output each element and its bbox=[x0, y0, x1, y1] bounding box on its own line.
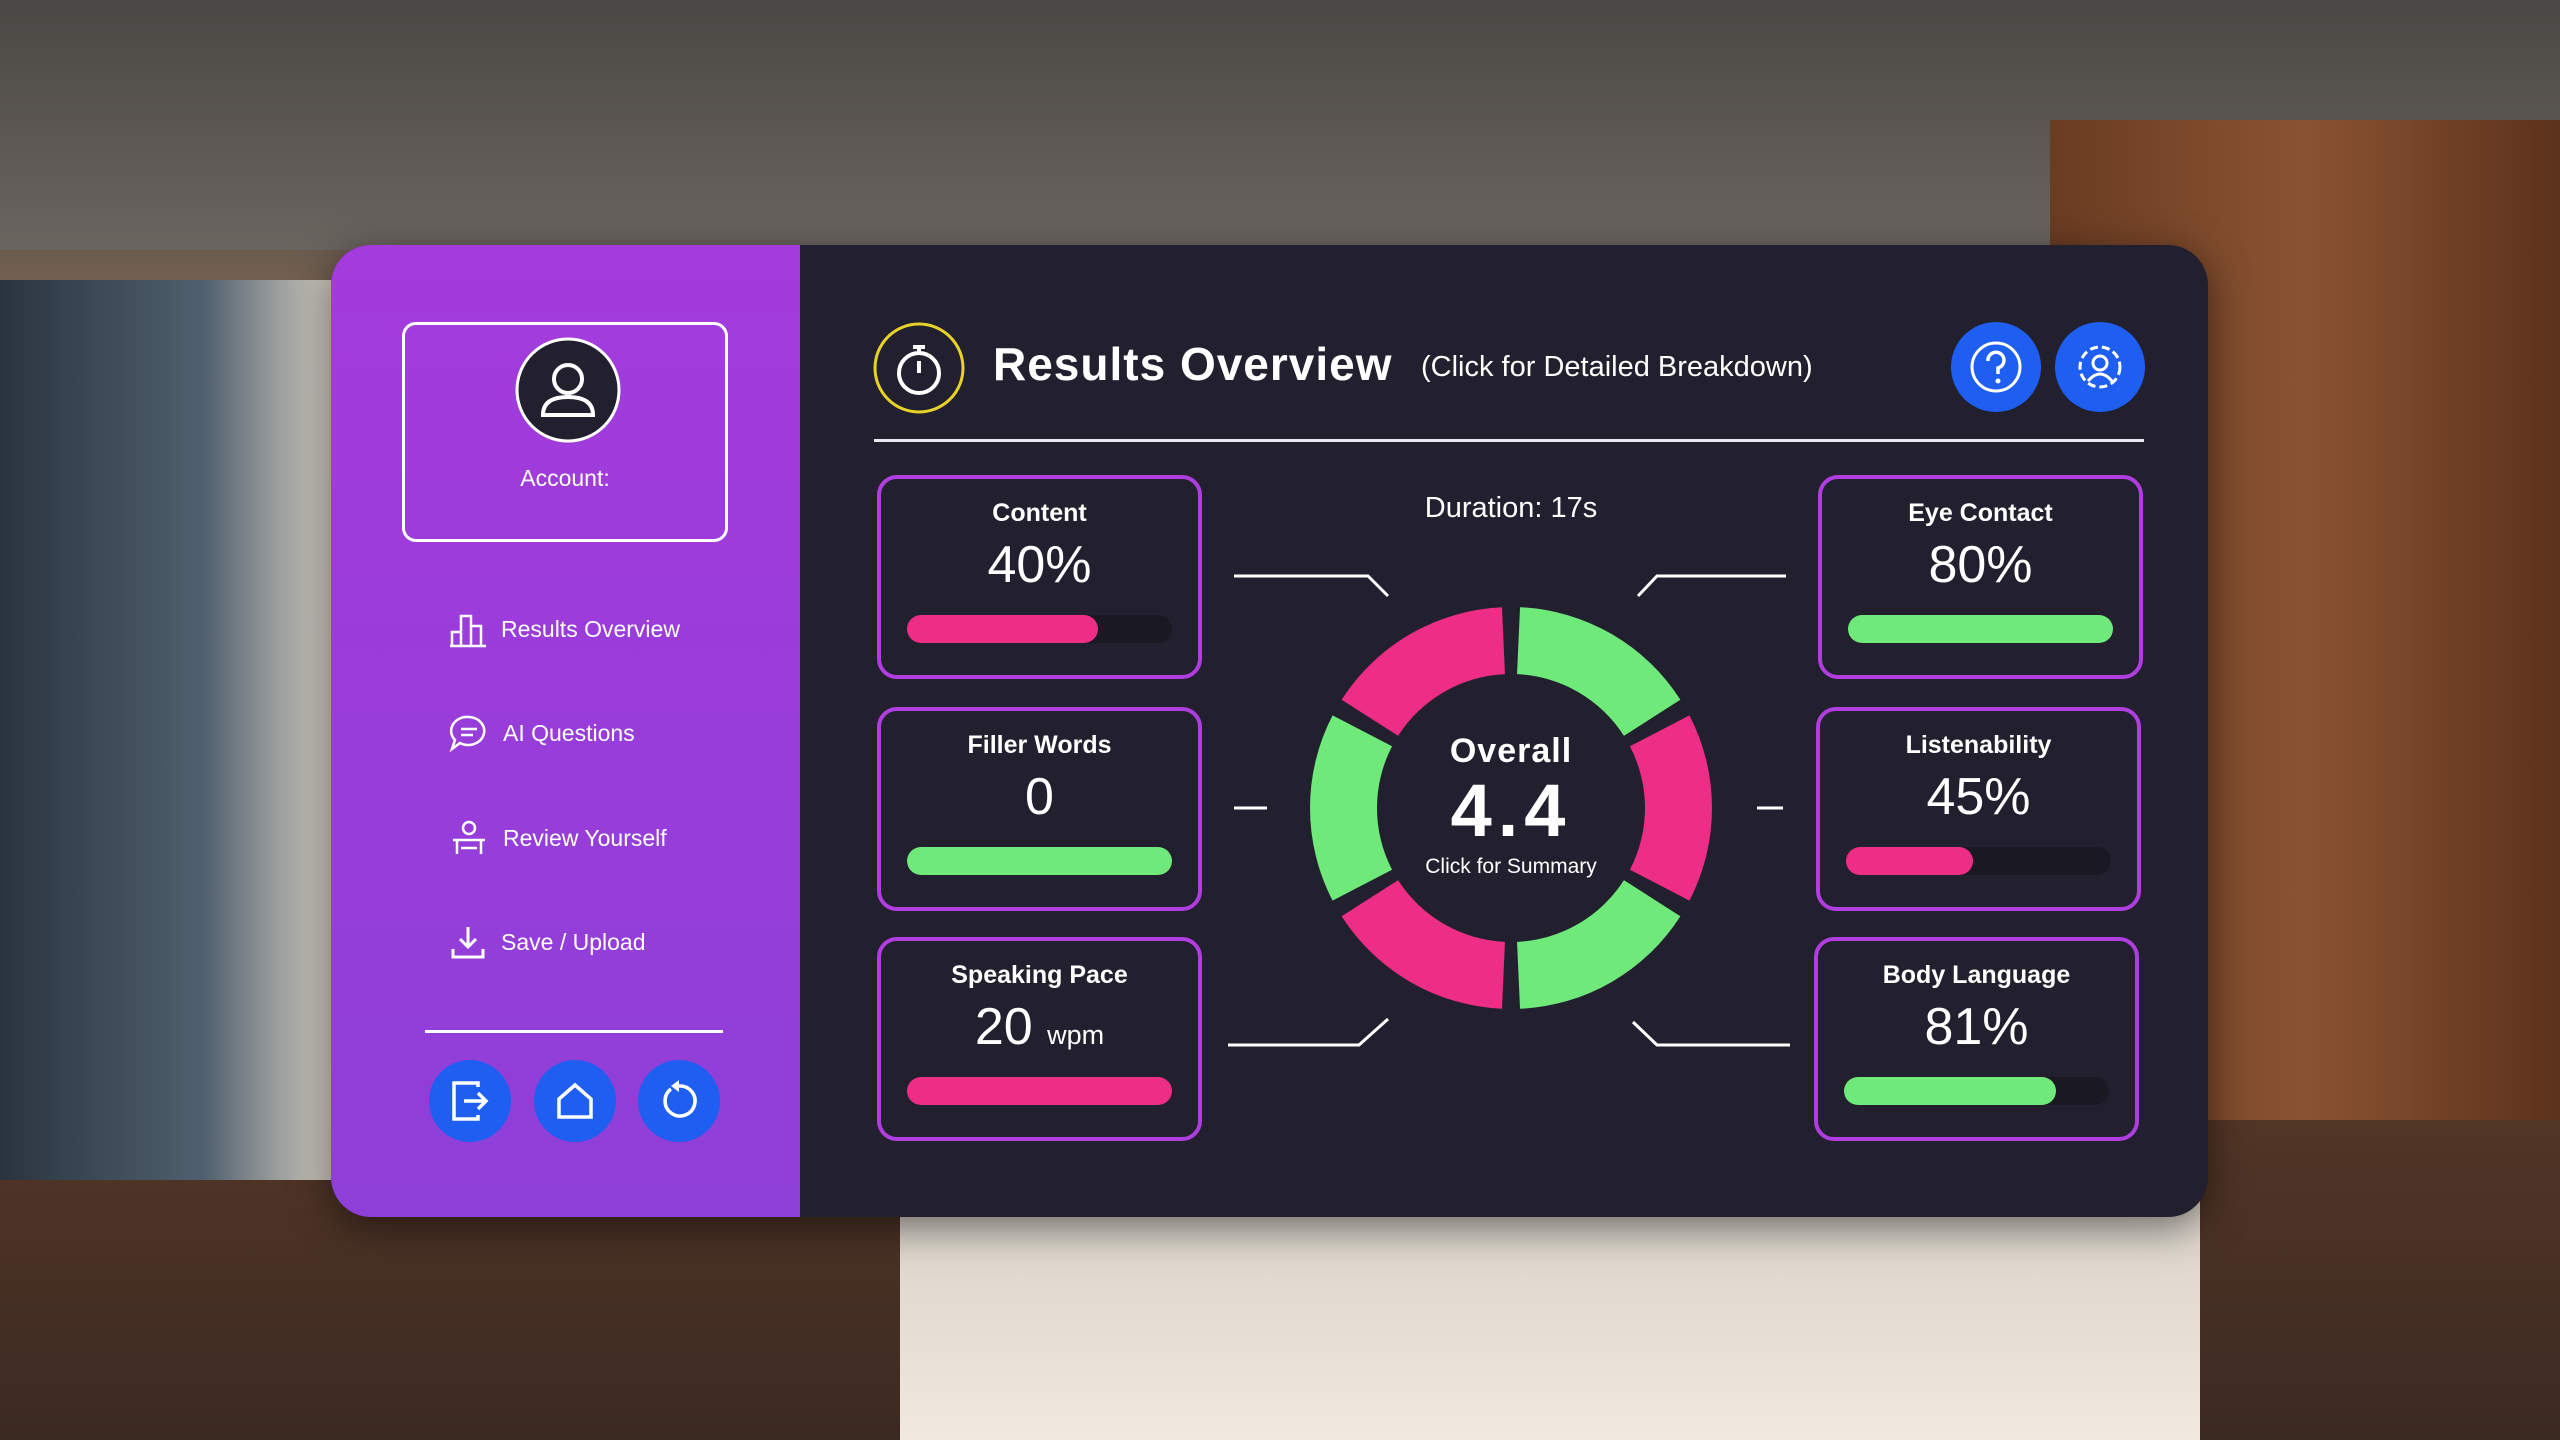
home-button[interactable] bbox=[534, 1060, 616, 1142]
window-wall bbox=[0, 280, 340, 1180]
progress-track bbox=[1844, 1077, 2109, 1105]
menu-label: Save / Upload bbox=[501, 928, 646, 955]
metric-card[interactable]: Content 40% bbox=[877, 475, 1202, 679]
menu-item[interactable]: Review Yourself bbox=[449, 813, 667, 863]
metric-number: 0 bbox=[1025, 768, 1054, 826]
review-icon bbox=[453, 820, 485, 854]
account-box[interactable]: Account: bbox=[402, 322, 728, 542]
metric-value: 20 wpm bbox=[881, 997, 1198, 1057]
progress-track bbox=[907, 615, 1172, 643]
metric-value: 80% bbox=[1822, 535, 2139, 595]
menu-item[interactable]: Save / Upload bbox=[449, 917, 645, 967]
menu-item[interactable]: AI Questions bbox=[449, 708, 635, 758]
sidebar: Account: Results Overview AI Questions R… bbox=[331, 245, 800, 1217]
metric-label: Listenability bbox=[1905, 731, 2052, 759]
metric-number: 40% bbox=[987, 536, 1092, 594]
restart-icon bbox=[663, 1080, 697, 1118]
progress-fill bbox=[1844, 1077, 2056, 1105]
progress-fill bbox=[907, 1077, 1172, 1105]
avatar bbox=[515, 337, 621, 443]
progress-fill bbox=[907, 847, 1172, 875]
duration: Duration: 17s bbox=[1424, 492, 1598, 524]
progress-track bbox=[1846, 847, 2111, 875]
metric-number: 45% bbox=[1926, 768, 2031, 826]
results-panel: Account: Results Overview AI Questions R… bbox=[331, 245, 2208, 1217]
account-label: Account: bbox=[520, 465, 610, 491]
metric-value: 0 bbox=[881, 767, 1198, 827]
progress-fill bbox=[907, 615, 1098, 643]
metric-label: Content bbox=[992, 499, 1087, 527]
metric-value: 81% bbox=[1818, 997, 2135, 1057]
divider bbox=[425, 1030, 723, 1033]
help-button[interactable] bbox=[1951, 322, 2041, 412]
metric-label: Speaking Pace bbox=[951, 961, 1128, 989]
overall-label: Overall bbox=[1449, 732, 1573, 770]
overall-score: 4.4 bbox=[1450, 769, 1572, 852]
progress-track bbox=[1848, 615, 2113, 643]
page-title: Results Overview bbox=[993, 338, 1393, 390]
menu-label: Review Yourself bbox=[503, 824, 667, 851]
settings-button[interactable] bbox=[2055, 322, 2145, 412]
menu-label: AI Questions bbox=[503, 719, 635, 746]
donut-segment bbox=[1341, 607, 1505, 736]
progress-fill bbox=[1846, 847, 1974, 875]
timer-icon bbox=[873, 322, 965, 414]
metric-number: 80% bbox=[1928, 536, 2033, 594]
menu-item[interactable]: Results Overview bbox=[449, 604, 680, 654]
metric-card[interactable]: Eye Contact 80% bbox=[1818, 475, 2143, 679]
home-icon bbox=[557, 1082, 593, 1119]
metric-number: 81% bbox=[1924, 998, 2029, 1056]
donut-segment bbox=[1310, 715, 1393, 901]
menu-label: Results Overview bbox=[501, 615, 680, 642]
metric-card[interactable]: Body Language 81% bbox=[1814, 937, 2139, 1141]
conference-table bbox=[900, 1200, 2200, 1440]
metric-card[interactable]: Speaking Pace 20 wpm bbox=[877, 937, 1202, 1141]
chart-icon bbox=[450, 614, 486, 648]
chat-icon bbox=[449, 715, 486, 753]
donut-segment bbox=[1629, 715, 1712, 901]
settings-icon bbox=[2078, 345, 2122, 389]
progress-track bbox=[907, 1077, 1172, 1105]
metric-value: 45% bbox=[1820, 767, 2137, 827]
metric-number: 20 bbox=[974, 998, 1033, 1056]
exit-button[interactable] bbox=[429, 1060, 511, 1142]
donut-segment bbox=[1517, 880, 1681, 1009]
metric-card[interactable]: Listenability 45% bbox=[1816, 707, 2141, 911]
metric-value: 40% bbox=[881, 535, 1198, 595]
progress-fill bbox=[1848, 615, 2113, 643]
metric-unit: wpm bbox=[1047, 1020, 1105, 1050]
overall-donut[interactable] bbox=[1308, 605, 1714, 1011]
progress-track bbox=[907, 847, 1172, 875]
exit-icon bbox=[452, 1081, 489, 1121]
help-icon bbox=[1970, 341, 2022, 393]
donut-segment bbox=[1341, 880, 1505, 1009]
metric-label: Filler Words bbox=[967, 731, 1112, 759]
metric-label: Eye Contact bbox=[1908, 499, 2053, 527]
breakdown-link[interactable]: (Click for Detailed Breakdown) bbox=[1421, 351, 1813, 383]
summary-hint: Click for Summary bbox=[1425, 855, 1597, 878]
metric-label: Body Language bbox=[1882, 961, 2071, 989]
restart-button[interactable] bbox=[638, 1060, 720, 1142]
download-icon bbox=[451, 927, 485, 959]
metric-card[interactable]: Filler Words 0 bbox=[877, 707, 1202, 911]
donut-segment bbox=[1517, 607, 1681, 736]
connectors bbox=[1228, 574, 1790, 1047]
header-divider bbox=[874, 439, 2144, 442]
